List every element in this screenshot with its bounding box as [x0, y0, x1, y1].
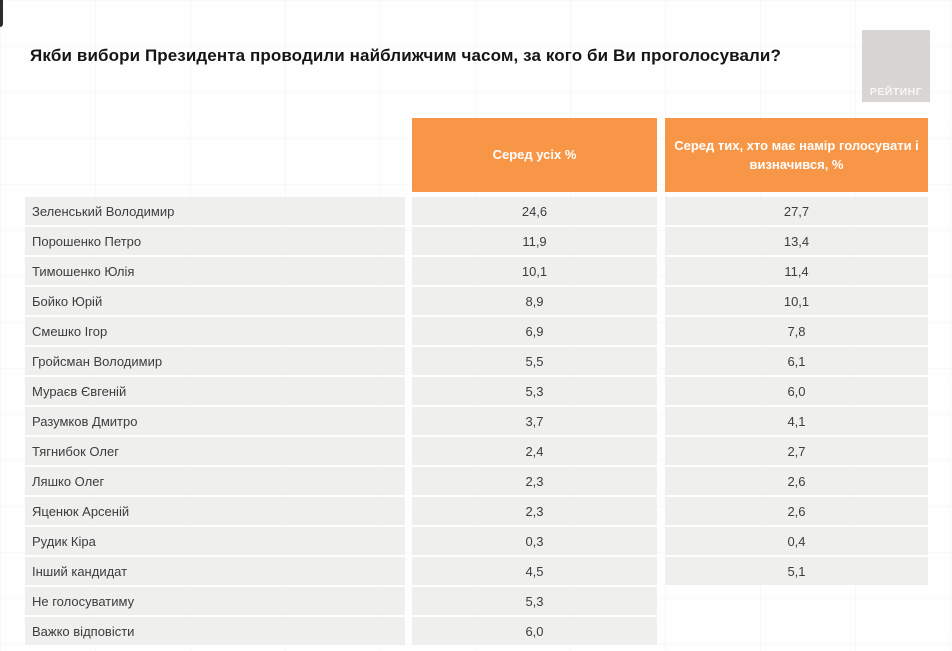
table-row: Тимошенко Юлія 10,1 11,4: [0, 257, 952, 287]
decided-voters-value-cell: 13,4: [665, 227, 928, 255]
table-row: Бойко Юрій 8,9 10,1: [0, 287, 952, 317]
table-row: Мураєв Євгеній 5,3 6,0: [0, 377, 952, 407]
decided-voters-value-cell: [665, 617, 928, 645]
decided-voters-value-cell: 4,1: [665, 407, 928, 435]
rating-group-logo: РЕЙТИНГ: [862, 30, 930, 102]
table-row: Не голосуватиму 5,3: [0, 587, 952, 617]
all-respondents-value-cell: 0,3: [412, 527, 657, 555]
table-row: Гройсман Володимир 5,5 6,1: [0, 347, 952, 377]
table-row: Рудик Кіра 0,3 0,4: [0, 527, 952, 557]
all-respondents-value-cell: 24,6: [412, 197, 657, 225]
candidate-name-cell: Зеленський Володимир: [25, 197, 405, 225]
all-respondents-value-cell: 5,5: [412, 347, 657, 375]
table-row: Зеленський Володимир 24,6 27,7: [0, 197, 952, 227]
all-respondents-value-cell: 2,3: [412, 497, 657, 525]
table-row: Разумков Дмитро 3,7 4,1: [0, 407, 952, 437]
candidate-name-cell: Мураєв Євгеній: [25, 377, 405, 405]
decided-voters-value-cell: 2,7: [665, 437, 928, 465]
candidate-name-cell: Гройсман Володимир: [25, 347, 405, 375]
rating-logo-label: РЕЙТИНГ: [869, 86, 923, 98]
decided-voters-value-cell: 7,8: [665, 317, 928, 345]
decided-voters-value-cell: 27,7: [665, 197, 928, 225]
page-title: Якби вибори Президента проводили найближ…: [30, 46, 781, 65]
candidate-name-cell: Важко відповісти: [25, 617, 405, 645]
decided-voters-value-cell: 10,1: [665, 287, 928, 315]
screen-edge-artifact: [0, 0, 3, 27]
table-row: Ляшко Олег 2,3 2,6: [0, 467, 952, 497]
all-respondents-value-cell: 3,7: [412, 407, 657, 435]
all-respondents-value-cell: 4,5: [412, 557, 657, 585]
column-header-all-respondents: Серед усіх %: [412, 118, 657, 192]
table-row: Порошенко Петро 11,9 13,4: [0, 227, 952, 257]
table-row: Тягнибок Олег 2,4 2,7: [0, 437, 952, 467]
candidate-name-cell: Не голосуватиму: [25, 587, 405, 615]
candidate-name-cell: Порошенко Петро: [25, 227, 405, 255]
all-respondents-value-cell: 6,9: [412, 317, 657, 345]
all-respondents-value-cell: 2,3: [412, 467, 657, 495]
table-row: Смешко Ігор 6,9 7,8: [0, 317, 952, 347]
table-row: Яценюк Арсеній 2,3 2,6: [0, 497, 952, 527]
decided-voters-value-cell: [665, 587, 928, 615]
decided-voters-value-cell: 2,6: [665, 467, 928, 495]
poll-results-table: Зеленський Володимир 24,6 27,7 Порошенко…: [0, 197, 952, 647]
candidate-name-cell: Бойко Юрій: [25, 287, 405, 315]
candidate-name-cell: Яценюк Арсеній: [25, 497, 405, 525]
decided-voters-value-cell: 6,1: [665, 347, 928, 375]
all-respondents-value-cell: 5,3: [412, 587, 657, 615]
table-row: Важко відповісти 6,0: [0, 617, 952, 647]
all-respondents-value-cell: 6,0: [412, 617, 657, 645]
all-respondents-value-cell: 11,9: [412, 227, 657, 255]
candidate-name-cell: Рудик Кіра: [25, 527, 405, 555]
all-respondents-value-cell: 10,1: [412, 257, 657, 285]
all-respondents-value-cell: 2,4: [412, 437, 657, 465]
table-row: Інший кандидат 4,5 5,1: [0, 557, 952, 587]
decided-voters-value-cell: 5,1: [665, 557, 928, 585]
column-header-decided-voters: Серед тих, хто має намір голосувати і ви…: [665, 118, 928, 192]
decided-voters-value-cell: 2,6: [665, 497, 928, 525]
all-respondents-value-cell: 8,9: [412, 287, 657, 315]
candidate-name-cell: Смешко Ігор: [25, 317, 405, 345]
candidate-name-cell: Тимошенко Юлія: [25, 257, 405, 285]
candidate-name-cell: Ляшко Олег: [25, 467, 405, 495]
decided-voters-value-cell: 6,0: [665, 377, 928, 405]
decided-voters-value-cell: 0,4: [665, 527, 928, 555]
candidate-name-cell: Разумков Дмитро: [25, 407, 405, 435]
all-respondents-value-cell: 5,3: [412, 377, 657, 405]
candidate-name-cell: Тягнибок Олег: [25, 437, 405, 465]
decided-voters-value-cell: 11,4: [665, 257, 928, 285]
candidate-name-cell: Інший кандидат: [25, 557, 405, 585]
